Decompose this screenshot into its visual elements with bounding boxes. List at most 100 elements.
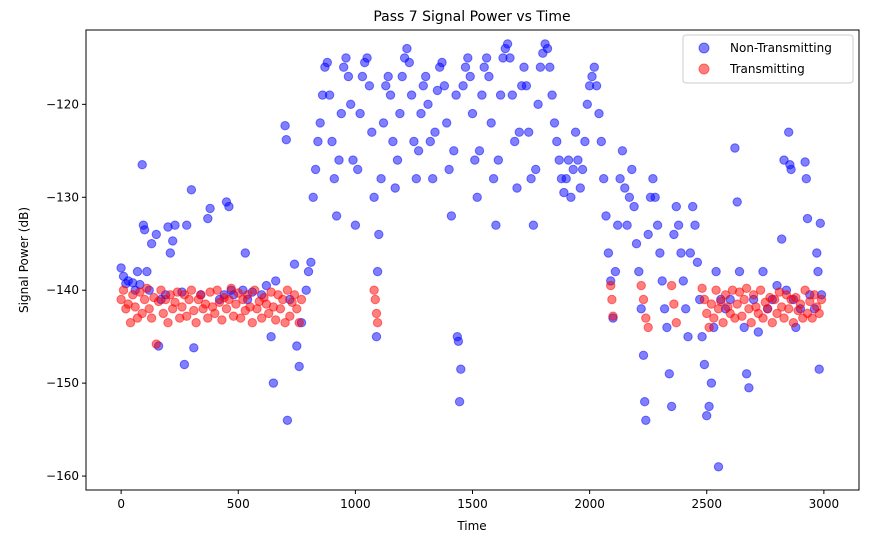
point-non-transmitting [570,127,581,137]
point-transmitting [805,296,815,307]
point-non-transmitting [451,90,461,100]
point-non-transmitting [385,90,396,100]
point-non-transmitting [423,99,433,110]
point-transmitting [151,339,162,349]
point-non-transmitting [308,192,318,203]
point-non-transmitting [533,99,543,110]
point-non-transmitting [524,127,534,137]
point-transmitting [146,313,157,323]
point-non-transmitting [599,174,609,184]
point-transmitting [242,290,253,300]
point-non-transmitting [697,332,707,342]
point-non-transmitting [334,155,344,165]
point-transmitting [739,294,749,305]
point-non-transmitting [505,53,515,63]
point-non-transmitting [411,174,421,184]
point-non-transmitting [406,90,417,100]
point-non-transmitting [638,350,649,360]
x-tick-label: 3000 [809,497,840,511]
point-non-transmitting [706,378,717,388]
point-transmitting [371,308,382,319]
point-transmitting [372,318,383,328]
point-non-transmitting [554,155,564,165]
point-non-transmitting [383,71,393,82]
point-transmitting [779,313,789,323]
point-transmitting [144,304,154,314]
point-non-transmitting [559,187,569,198]
point-non-transmitting [566,192,576,203]
point-non-transmitting [666,401,677,412]
point-non-transmitting [802,213,813,224]
point-non-transmitting [397,71,407,82]
point-non-transmitting [301,285,311,295]
legend: Non-Transmitting Transmitting [682,34,854,84]
point-non-transmitting [507,90,517,100]
point-non-transmitting [512,183,522,193]
legend-marker-non-transmitting [698,42,710,54]
point-transmitting [118,285,129,295]
point-non-transmitting [813,266,823,277]
point-non-transmitting [454,397,465,407]
point-non-transmitting [643,229,653,240]
point-non-transmitting [568,164,578,175]
point-non-transmitting [266,332,276,342]
point-transmitting [606,280,616,291]
point-non-transmitting [711,266,721,277]
point-transmitting [699,294,710,305]
point-non-transmitting [313,136,323,147]
point-non-transmitting [336,108,346,119]
point-non-transmitting [367,127,377,137]
point-non-transmitting [657,276,667,286]
point-transmitting [137,308,147,319]
point-non-transmitting [589,62,599,72]
point-non-transmitting [268,378,279,388]
point-non-transmitting [353,164,363,175]
y-axis: −160 −150 −140 −130 −120 [46,97,86,483]
point-non-transmitting [502,39,513,49]
point-transmitting [643,322,653,333]
point-transmitting [247,318,258,328]
point-transmitting [741,283,752,293]
point-non-transmitting [224,201,234,212]
point-transmitting [784,304,794,314]
point-non-transmitting [294,361,304,372]
point-transmitting [116,294,126,305]
point-non-transmitting [620,183,630,193]
point-transmitting [210,308,220,319]
point-transmitting [217,315,227,325]
point-non-transmitting [390,183,400,193]
point-non-transmitting [521,81,532,91]
point-non-transmitting [629,201,639,212]
chart-title: Pass 7 Signal Power vs Time [373,9,570,25]
point-non-transmitting [343,71,354,82]
point-non-transmitting [472,192,482,203]
point-non-transmitting [699,359,710,370]
point-non-transmitting [339,62,349,72]
point-transmitting [671,318,681,328]
point-non-transmitting [547,90,557,100]
point-non-transmitting [784,127,794,137]
point-non-transmitting [240,248,251,258]
point-non-transmitting [182,220,192,230]
point-non-transmitting [622,220,632,230]
point-non-transmitting [428,174,438,184]
point-non-transmitting [280,121,290,131]
point-non-transmitting [322,57,332,68]
point-non-transmitting [591,81,602,91]
point-non-transmitting [575,183,585,193]
point-transmitting [170,297,180,307]
point-non-transmitting [669,229,679,240]
point-non-transmitting [640,397,650,407]
x-tick-label: 1000 [340,497,371,511]
point-non-transmitting [303,266,314,277]
point-transmitting [275,304,286,314]
point-non-transmitting [692,257,703,267]
point-non-transmitting [376,174,386,184]
y-tick-label: −120 [46,97,79,111]
point-transmitting [734,287,745,297]
point-non-transmitting [594,108,604,119]
point-transmitting [231,299,241,309]
point-transmitting [800,285,810,295]
point-non-transmitting [552,136,562,147]
point-transmitting [135,287,145,297]
